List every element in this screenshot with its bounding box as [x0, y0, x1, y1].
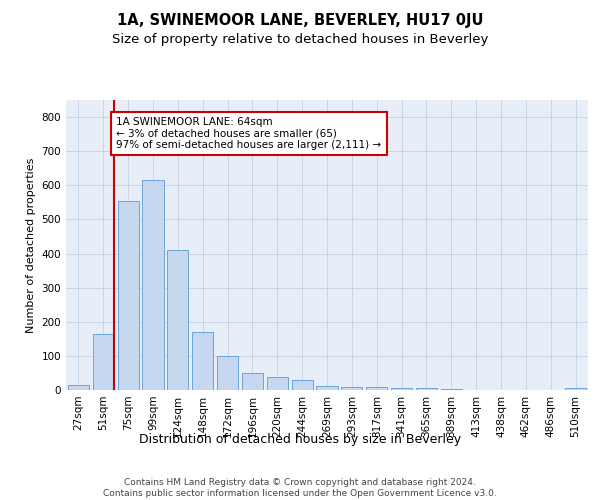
Bar [118, 200, 139, 390]
Bar [192, 332, 213, 390]
Bar [341, 386, 362, 390]
Bar [242, 373, 263, 390]
Bar [167, 250, 188, 390]
Bar [93, 334, 114, 390]
Y-axis label: Number of detached properties: Number of detached properties [26, 158, 36, 332]
Text: 1A, SWINEMOOR LANE, BEVERLEY, HU17 0JU: 1A, SWINEMOOR LANE, BEVERLEY, HU17 0JU [117, 12, 483, 28]
Text: Contains HM Land Registry data © Crown copyright and database right 2024.
Contai: Contains HM Land Registry data © Crown c… [103, 478, 497, 498]
Bar [391, 388, 412, 390]
Bar [366, 388, 387, 390]
Bar [217, 356, 238, 390]
Bar [267, 377, 288, 390]
Bar [316, 386, 338, 390]
Bar [416, 388, 437, 390]
Bar [565, 388, 586, 390]
Text: Size of property relative to detached houses in Beverley: Size of property relative to detached ho… [112, 32, 488, 46]
Text: Distribution of detached houses by size in Beverley: Distribution of detached houses by size … [139, 432, 461, 446]
Bar [142, 180, 164, 390]
Bar [68, 385, 89, 390]
Bar [292, 380, 313, 390]
Text: 1A SWINEMOOR LANE: 64sqm
← 3% of detached houses are smaller (65)
97% of semi-de: 1A SWINEMOOR LANE: 64sqm ← 3% of detache… [116, 117, 382, 150]
